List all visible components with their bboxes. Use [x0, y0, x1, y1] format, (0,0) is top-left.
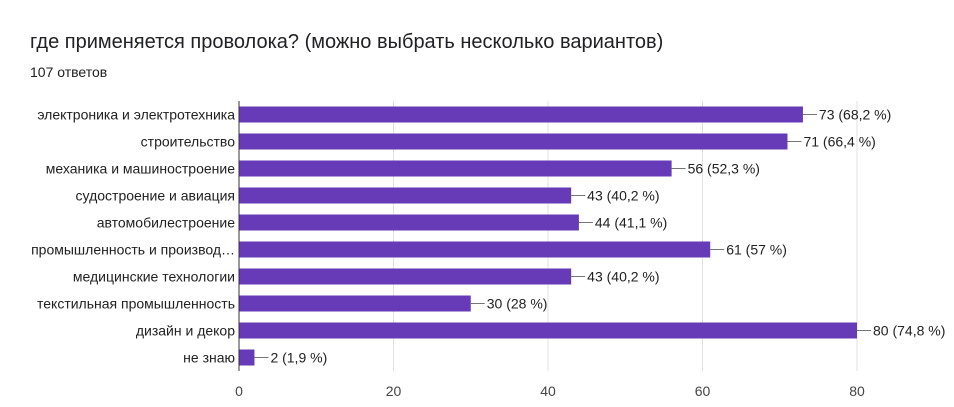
bar	[239, 241, 711, 258]
bar	[239, 268, 572, 285]
category-label: электроника и электротехника	[37, 107, 235, 123]
bar	[239, 187, 572, 204]
bar	[239, 133, 788, 150]
value-label: 56 (52,3 %)	[688, 161, 760, 177]
value-label: 44 (41,1 %)	[595, 215, 667, 231]
bars	[239, 106, 857, 366]
x-tick-label: 40	[540, 383, 556, 399]
x-tick-label: 80	[849, 383, 865, 399]
x-tick-label: 60	[695, 383, 711, 399]
x-axis-ticks: 0 20 40 60 80	[235, 383, 865, 399]
value-label: 71 (66,4 %)	[803, 134, 875, 150]
category-label: текстильная промышленность	[37, 296, 235, 312]
x-tick-label: 20	[386, 383, 402, 399]
bar	[239, 160, 672, 177]
value-label: 73 (68,2 %)	[819, 107, 891, 123]
category-label: механика и машиностроение	[46, 161, 235, 177]
category-label: судостроение и авиация	[76, 188, 235, 204]
category-label: медицинские технологии	[73, 269, 235, 285]
category-labels: электроника и электротехника строительств…	[31, 107, 235, 366]
category-label: строительство	[141, 134, 236, 150]
x-tick-label: 0	[235, 383, 243, 399]
chart-title: где применяется проволока? (можно выбрат…	[30, 31, 664, 53]
bar	[239, 295, 471, 312]
category-label: промышленность и производ…	[31, 242, 235, 258]
value-label: 30 (28 %)	[487, 296, 548, 312]
category-label: автомобилестроение	[97, 215, 235, 231]
bar	[239, 214, 579, 231]
category-label: не знаю	[183, 350, 235, 366]
value-label: 2 (1,9 %)	[270, 350, 327, 366]
bar	[239, 322, 857, 339]
value-label: 43 (40,2 %)	[587, 188, 659, 204]
category-label: дизайн и декор	[136, 323, 235, 339]
value-label: 80 (74,8 %)	[873, 323, 945, 339]
bar	[239, 349, 255, 366]
value-label: 43 (40,2 %)	[587, 269, 659, 285]
value-labels: 73 (68,2 %) 71 (66,4 %) 56 (52,3 %) 43 (40,…	[254, 107, 945, 366]
value-label: 61 (57 %)	[726, 242, 787, 258]
bar	[239, 106, 803, 123]
response-count: 107 ответов	[30, 64, 108, 80]
